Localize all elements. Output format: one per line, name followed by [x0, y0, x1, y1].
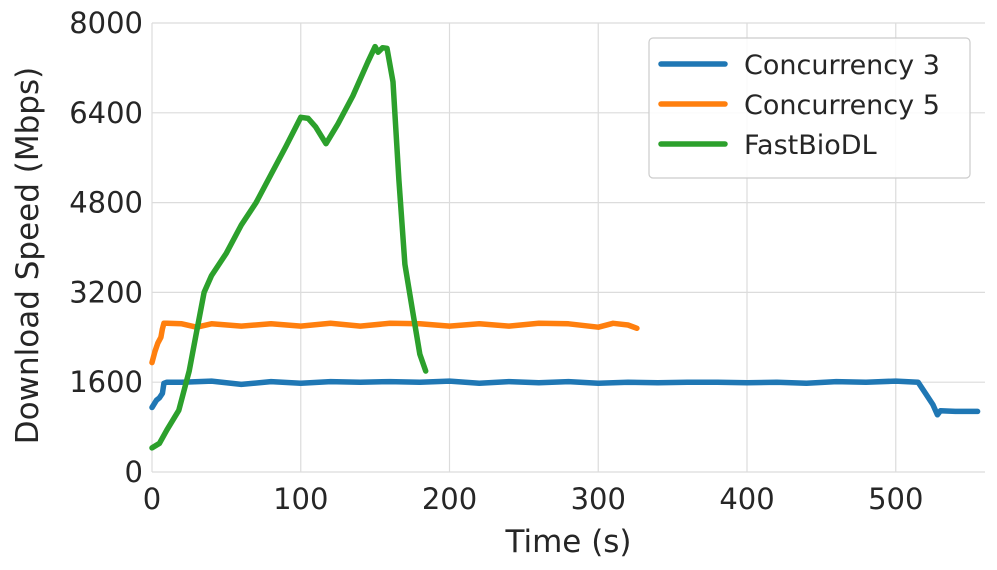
x-tick-label: 200: [422, 482, 477, 516]
y-tick-label: 4800: [69, 186, 143, 220]
x-tick-label: 300: [571, 482, 626, 516]
x-tick-label: 100: [273, 482, 328, 516]
legend-entry-label: FastBioDL: [744, 130, 877, 161]
legend-entry-label: Concurrency 3: [744, 50, 940, 81]
y-tick-label: 6400: [69, 96, 143, 130]
x-axis-ticks: 0 100 200 300 400 500: [143, 482, 924, 516]
y-axis-label: Download Speed (Mbps): [10, 67, 46, 444]
y-tick-label: 8000: [69, 6, 143, 40]
x-tick-label: 0: [143, 482, 161, 516]
series-line-concurrency-5: [149, 320, 640, 366]
legend-frame: [648, 37, 971, 179]
x-tick-label: 500: [868, 482, 923, 516]
y-tick-label: 3200: [69, 275, 143, 309]
legend-entry-label: Concurrency 5: [744, 90, 940, 121]
y-tick-label: 0: [125, 455, 143, 489]
series-lines: [149, 43, 981, 451]
series-line-concurrency-3: [149, 378, 981, 418]
y-tick-label: 1600: [69, 365, 143, 399]
x-tick-label: 400: [719, 482, 774, 516]
series-line-fastbiodl: [149, 43, 429, 451]
legend: Concurrency 3 Concurrency 5 FastBioDL: [648, 37, 971, 179]
y-axis-ticks: 0 1600 3200 4800 6400 8000: [69, 6, 143, 489]
x-axis-label: Time (s): [504, 524, 631, 560]
